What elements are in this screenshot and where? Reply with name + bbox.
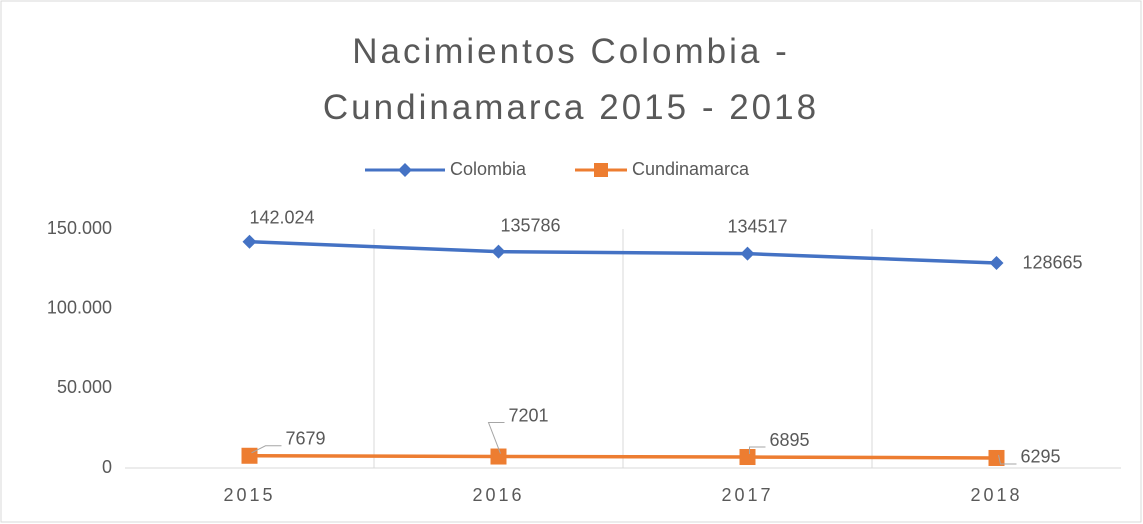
x-tick-label: 2016 (472, 485, 524, 505)
data-label: 7679 (286, 429, 326, 449)
marker (242, 234, 257, 249)
marker (241, 447, 258, 464)
data-label: 142.024 (250, 207, 315, 227)
leader-line (749, 446, 766, 455)
chart-title: Nacimientos Colombia - Cundinamarca 2015… (322, 32, 820, 127)
data-label: 7201 (509, 405, 549, 425)
data-label: 6295 (1021, 447, 1061, 467)
y-tick-label: 0 (102, 457, 112, 477)
data-label: 6895 (770, 430, 810, 450)
legend-label: Colombia (450, 159, 527, 179)
legend-label: Cundinamarca (632, 159, 750, 179)
data-label: 128665 (1023, 253, 1083, 273)
leader-line (251, 445, 282, 454)
marker (490, 448, 507, 465)
marker (989, 255, 1004, 270)
marker (491, 244, 506, 259)
leader-line (998, 454, 1017, 465)
legend-marker (398, 163, 412, 177)
leader-line (487, 422, 505, 454)
x-tick-label: 2018 (970, 485, 1022, 505)
y-tick-label: 50.000 (57, 377, 112, 397)
x-tick-label: 2017 (721, 485, 773, 505)
series-line (249, 454, 997, 460)
marker (740, 246, 755, 261)
x-tick-label: 2015 (223, 485, 275, 505)
legend-marker (594, 163, 608, 177)
series-line (249, 239, 997, 265)
marker (739, 449, 756, 466)
y-tick-label: 100.000 (47, 297, 112, 317)
data-label: 135786 (501, 215, 561, 235)
data-label: 134517 (728, 216, 788, 236)
y-tick-label: 150.000 (47, 218, 112, 238)
